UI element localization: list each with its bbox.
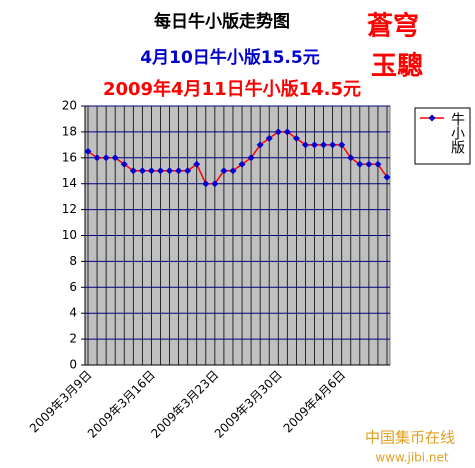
data-point (229, 167, 237, 175)
y-tick-label: 8 (69, 254, 77, 268)
annotation: 2009年4月11日牛小版14.5元 (103, 78, 361, 100)
y-tick-label: 4 (69, 306, 77, 320)
x-tick-label: 2009年3月9日 (27, 368, 95, 436)
y-tick-label: 10 (62, 228, 77, 242)
legend-label: 牛小版 (449, 112, 465, 155)
data-point (147, 167, 155, 175)
data-point (211, 180, 219, 188)
data-point (238, 160, 246, 168)
x-tick-label: 2009年3月16日 (85, 368, 158, 441)
data-point (274, 128, 282, 136)
data-point (129, 167, 137, 175)
y-tick-label: 0 (69, 358, 77, 372)
chart-title: 每日牛小版走势图 (154, 11, 290, 32)
data-point (247, 154, 255, 162)
data-point (202, 180, 210, 188)
data-point (329, 141, 337, 149)
brand: 玉驄 (371, 51, 423, 82)
data-point (102, 154, 110, 162)
data-point (320, 141, 328, 149)
data-point (265, 134, 273, 142)
data-point (356, 160, 364, 168)
watermark: www.jibi.net (375, 451, 449, 465)
y-tick-label: 18 (62, 124, 77, 138)
data-point (301, 141, 309, 149)
data-point (292, 134, 300, 142)
data-point (256, 141, 264, 149)
data-point (120, 160, 128, 168)
y-tick-label: 16 (62, 150, 77, 164)
data-point (156, 167, 164, 175)
data-point (383, 173, 391, 181)
chart-subtitle: 4月10日牛小版15.5元 (140, 47, 319, 68)
data-point (111, 154, 119, 162)
data-point (175, 167, 183, 175)
watermark: 中国集币在线 (365, 429, 455, 447)
x-tick-label: 2009年4月6日 (281, 368, 349, 436)
y-tick-label: 12 (62, 202, 77, 216)
y-tick-label: 20 (62, 99, 77, 113)
data-point (311, 141, 319, 149)
data-point (193, 160, 201, 168)
data-line (87, 131, 388, 185)
brand: 蒼穹 (367, 11, 419, 42)
legend-marker (428, 114, 436, 122)
data-point (374, 160, 382, 168)
data-point (365, 160, 373, 168)
data-point (338, 141, 346, 149)
x-tick-label: 2009年3月23日 (148, 368, 221, 441)
y-tick-label: 2 (69, 332, 77, 346)
y-tick-label: 6 (69, 280, 77, 294)
data-point (138, 167, 146, 175)
data-point (166, 167, 174, 175)
data-point (84, 147, 92, 155)
x-tick-label: 2009年3月30日 (212, 368, 285, 441)
data-point (283, 128, 291, 136)
y-tick-label: 14 (62, 176, 77, 190)
data-point (220, 167, 228, 175)
data-point (93, 154, 101, 162)
data-point (347, 154, 355, 162)
data-point (184, 167, 192, 175)
